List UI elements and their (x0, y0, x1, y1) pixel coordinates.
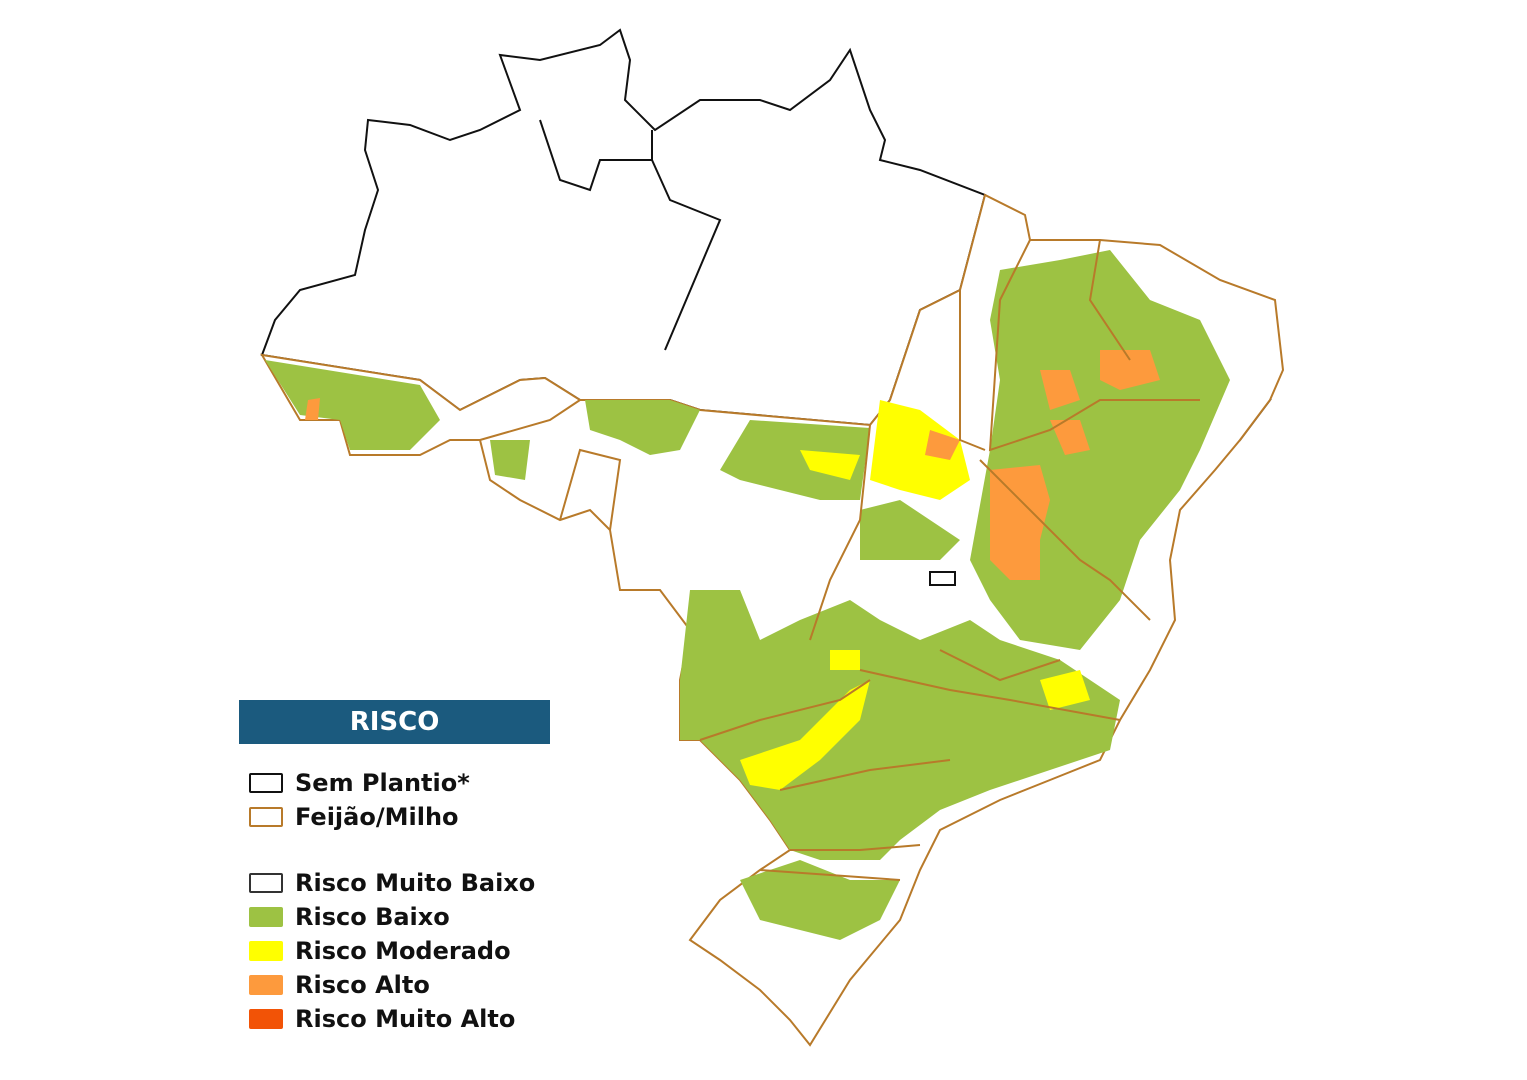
feijao-milho-region (260, 193, 1285, 1047)
legend-item-risco-muito-alto: Risco Muito Alto (249, 1002, 550, 1036)
legend-swatch (249, 873, 283, 893)
legend-label: Risco Muito Baixo (295, 869, 536, 897)
legend-label: Feijão/Milho (295, 803, 459, 831)
legend-label: Sem Plantio* (295, 769, 470, 797)
legend-swatch (249, 941, 283, 961)
risco-alto-areas (305, 350, 1160, 580)
legend-item-risco-muito-baixo: Risco Muito Baixo (249, 866, 550, 900)
legend-item-sem-plantio: Sem Plantio* (249, 766, 550, 800)
risco-moderado-areas (740, 400, 1090, 790)
legend-item-feijao-milho: Feijão/Milho (249, 800, 550, 834)
legend-swatch (249, 975, 283, 995)
distrito-federal-sem-plantio (929, 571, 956, 586)
legend-label: Risco Alto (295, 971, 430, 999)
legend-label: Risco Muito Alto (295, 1005, 516, 1033)
legend: RISCO Sem Plantio* Feijão/Milho Risco Mu… (239, 700, 550, 1036)
legend-swatch (249, 807, 283, 827)
legend-swatch (249, 907, 283, 927)
legend-item-risco-alto: Risco Alto (249, 968, 550, 1002)
legend-item-risco-moderado: Risco Moderado (249, 934, 550, 968)
legend-label: Risco Moderado (295, 937, 511, 965)
legend-item-risco-baixo: Risco Baixo (249, 900, 550, 934)
legend-title: RISCO (239, 700, 550, 744)
legend-swatch (249, 1009, 283, 1029)
legend-label: Risco Baixo (295, 903, 450, 931)
legend-swatch (249, 773, 283, 793)
